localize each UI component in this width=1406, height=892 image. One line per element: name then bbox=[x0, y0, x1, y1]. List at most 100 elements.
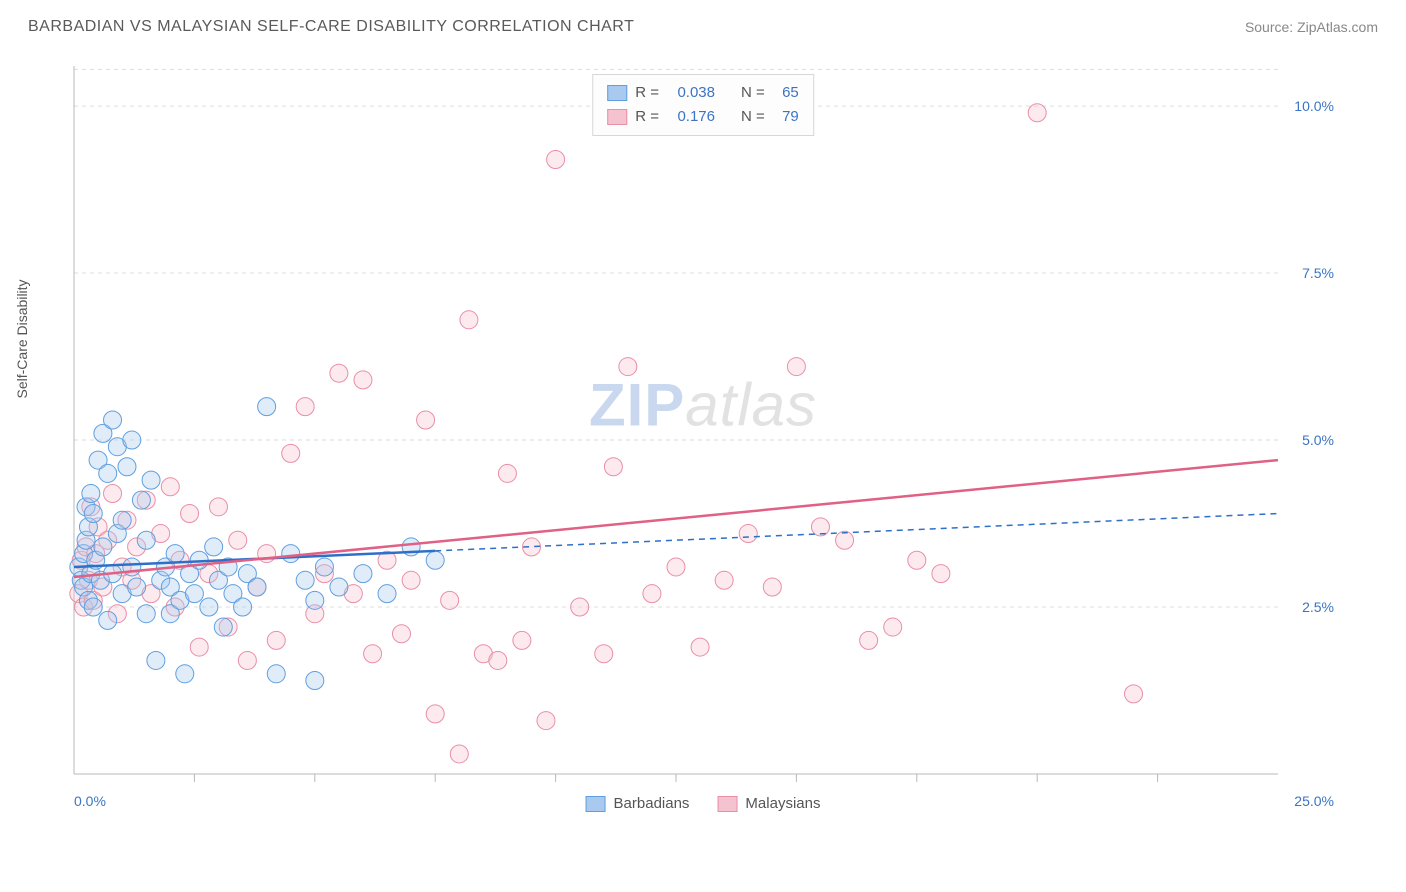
plot-area: 2.5%5.0%7.5%10.0%0.0%25.0% ZIPatlas R = … bbox=[68, 60, 1338, 810]
data-point bbox=[489, 651, 507, 669]
data-point bbox=[234, 598, 252, 616]
data-point bbox=[739, 525, 757, 543]
data-point bbox=[715, 571, 733, 589]
data-point bbox=[402, 571, 420, 589]
chart-title: BARBADIAN VS MALAYSIAN SELF-CARE DISABIL… bbox=[28, 18, 634, 36]
data-point bbox=[426, 551, 444, 569]
svg-text:2.5%: 2.5% bbox=[1302, 599, 1334, 615]
data-point bbox=[238, 651, 256, 669]
svg-text:7.5%: 7.5% bbox=[1302, 265, 1334, 281]
data-point bbox=[104, 484, 122, 502]
source-label: Source: ZipAtlas.com bbox=[1245, 19, 1378, 35]
svg-text:0.0%: 0.0% bbox=[74, 793, 106, 809]
r-value-1: 0.176 bbox=[667, 105, 715, 129]
legend-series: Barbadians Malaysians bbox=[586, 795, 821, 812]
data-point bbox=[619, 358, 637, 376]
data-point bbox=[364, 645, 382, 663]
legend-row-malaysians: R = 0.176 N = 79 bbox=[607, 105, 799, 129]
legend-row-barbadians: R = 0.038 N = 65 bbox=[607, 81, 799, 105]
swatch-barbadians bbox=[607, 85, 627, 101]
data-point bbox=[932, 565, 950, 583]
legend-label: Malaysians bbox=[745, 795, 820, 812]
scatter-svg: 2.5% 5.0% 7.5% 10.0% 0.0% 25.0% bbox=[68, 60, 1338, 810]
data-point bbox=[147, 651, 165, 669]
data-point bbox=[330, 578, 348, 596]
swatch-malaysians bbox=[607, 109, 627, 125]
swatch-barbadians bbox=[586, 796, 606, 812]
y-axis-label: Self-Care Disability bbox=[14, 279, 30, 398]
data-point bbox=[787, 358, 805, 376]
data-point bbox=[229, 531, 247, 549]
data-point bbox=[354, 371, 372, 389]
legend-item-malaysians: Malaysians bbox=[717, 795, 820, 812]
data-point bbox=[392, 625, 410, 643]
data-point bbox=[460, 311, 478, 329]
data-point bbox=[354, 565, 372, 583]
data-point bbox=[595, 645, 613, 663]
data-point bbox=[137, 531, 155, 549]
regression-line-ext bbox=[435, 514, 1278, 551]
data-point bbox=[142, 471, 160, 489]
data-point bbox=[426, 705, 444, 723]
data-point bbox=[908, 551, 926, 569]
data-point bbox=[84, 598, 102, 616]
data-point bbox=[604, 458, 622, 476]
n-label: N = bbox=[741, 105, 765, 129]
data-point bbox=[884, 618, 902, 636]
chart-container: Self-Care Disability 2.5%5.0%7.5%10.0%0.… bbox=[28, 50, 1388, 850]
data-point bbox=[498, 464, 516, 482]
data-point bbox=[667, 558, 685, 576]
data-point bbox=[161, 478, 179, 496]
data-point bbox=[330, 364, 348, 382]
svg-text:10.0%: 10.0% bbox=[1294, 98, 1334, 114]
legend-label: Barbadians bbox=[614, 795, 690, 812]
r-label: R = bbox=[635, 105, 659, 129]
swatch-malaysians bbox=[717, 796, 737, 812]
data-point bbox=[94, 538, 112, 556]
svg-text:25.0%: 25.0% bbox=[1294, 793, 1334, 809]
n-value-0: 65 bbox=[773, 81, 799, 105]
data-point bbox=[166, 545, 184, 563]
data-point bbox=[282, 444, 300, 462]
data-point bbox=[643, 585, 661, 603]
data-point bbox=[209, 498, 227, 516]
data-point bbox=[450, 745, 468, 763]
data-point bbox=[267, 631, 285, 649]
data-point bbox=[113, 511, 131, 529]
data-point bbox=[513, 631, 531, 649]
data-point bbox=[306, 591, 324, 609]
data-point bbox=[537, 712, 555, 730]
data-point bbox=[200, 598, 218, 616]
data-point bbox=[836, 531, 854, 549]
r-label: R = bbox=[635, 81, 659, 105]
data-point bbox=[190, 638, 208, 656]
data-point bbox=[1125, 685, 1143, 703]
data-point bbox=[763, 578, 781, 596]
n-label: N = bbox=[741, 81, 765, 105]
header: BARBADIAN VS MALAYSIAN SELF-CARE DISABIL… bbox=[0, 0, 1406, 36]
data-point bbox=[104, 411, 122, 429]
data-point bbox=[99, 611, 117, 629]
data-point bbox=[123, 558, 141, 576]
data-point bbox=[99, 464, 117, 482]
data-point bbox=[84, 505, 102, 523]
data-point bbox=[282, 545, 300, 563]
data-point bbox=[296, 398, 314, 416]
data-point bbox=[571, 598, 589, 616]
data-point bbox=[860, 631, 878, 649]
svg-text:5.0%: 5.0% bbox=[1302, 432, 1334, 448]
data-point bbox=[205, 538, 223, 556]
data-point bbox=[258, 398, 276, 416]
data-point bbox=[82, 484, 100, 502]
data-point bbox=[296, 571, 314, 589]
data-point bbox=[441, 591, 459, 609]
data-point bbox=[1028, 104, 1046, 122]
data-point bbox=[128, 578, 146, 596]
data-point bbox=[248, 578, 266, 596]
legend-item-barbadians: Barbadians bbox=[586, 795, 690, 812]
data-point bbox=[176, 665, 194, 683]
data-point bbox=[137, 605, 155, 623]
data-point bbox=[267, 665, 285, 683]
data-point bbox=[378, 585, 396, 603]
data-point bbox=[691, 638, 709, 656]
